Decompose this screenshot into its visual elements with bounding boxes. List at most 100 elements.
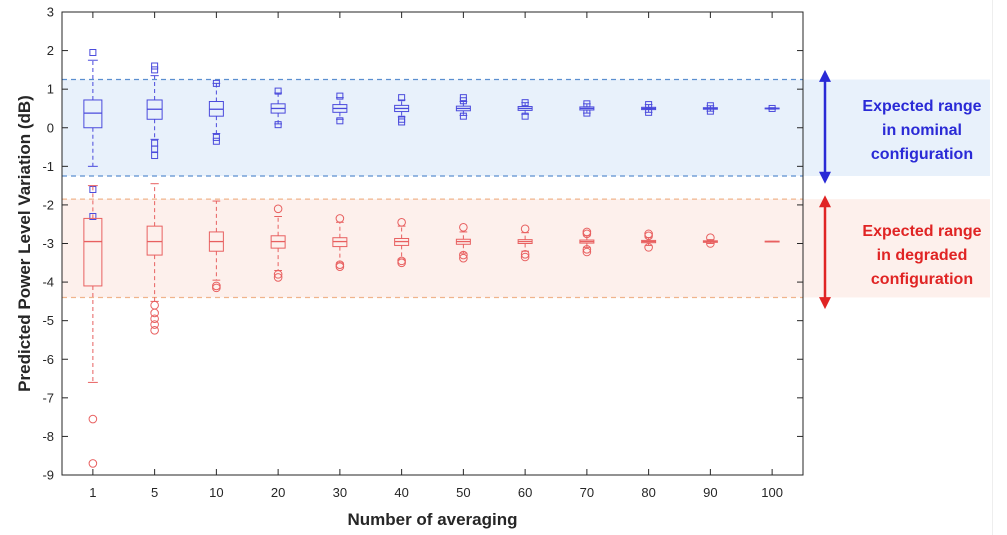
outlier-marker	[274, 87, 282, 95]
x-tick-label: 40	[394, 485, 408, 500]
x-axis-title: Number of averaging	[347, 510, 517, 529]
outlier-marker	[706, 233, 715, 243]
outlier-marker	[150, 308, 159, 318]
range-band	[62, 199, 990, 298]
outlier-marker	[768, 104, 776, 112]
outlier-marker	[212, 137, 220, 145]
outlier-marker	[88, 414, 98, 424]
y-tick-label: -7	[42, 390, 54, 405]
box	[702, 233, 718, 248]
outlier-marker	[397, 217, 406, 227]
outlier-marker	[644, 231, 653, 241]
outlier-marker	[212, 283, 221, 293]
outlier-marker	[335, 214, 345, 223]
box	[83, 185, 103, 468]
outlier-marker	[582, 247, 592, 257]
box	[455, 222, 471, 263]
outlier-marker	[583, 100, 591, 108]
y-tick-label: -2	[42, 197, 54, 212]
y-tick-label: -9	[42, 468, 54, 483]
x-tick-label: 1	[89, 485, 96, 500]
box	[579, 227, 595, 257]
x-tick-label: 10	[209, 485, 223, 500]
outlier-marker	[459, 253, 468, 263]
annotation-text: in degraded	[877, 247, 968, 264]
outlier-marker	[336, 92, 344, 100]
outlier-marker	[335, 262, 345, 271]
box	[394, 217, 410, 268]
y-tick-label: -8	[42, 429, 54, 444]
box	[208, 200, 224, 293]
outlier-marker	[398, 94, 406, 102]
arrow-head-up	[819, 69, 831, 82]
outlier-marker	[645, 108, 653, 116]
arrow-head-up	[819, 195, 831, 208]
y-tick-label: 3	[47, 5, 54, 20]
y-tick-label: 0	[47, 120, 54, 135]
outlier-marker	[706, 107, 714, 115]
outlier-marker	[212, 133, 220, 141]
outlier-marker	[459, 250, 468, 260]
outlier-marker	[151, 145, 159, 153]
box	[455, 94, 471, 120]
outlier-marker	[459, 112, 467, 120]
outlier-marker	[212, 79, 220, 87]
x-tick-label: 30	[333, 485, 347, 500]
outlier-marker	[151, 62, 159, 70]
box	[208, 79, 224, 145]
outlier-marker	[398, 118, 406, 126]
outlier-marker	[150, 314, 159, 324]
outlier-marker	[520, 250, 530, 259]
outlier-marker	[582, 244, 592, 254]
y-tick-label: -3	[42, 236, 54, 251]
box-series	[83, 183, 780, 468]
y-tick-label: -1	[42, 159, 54, 174]
outlier-marker	[88, 459, 98, 468]
box-series	[83, 49, 780, 220]
box	[702, 102, 718, 115]
outlier-marker	[459, 222, 468, 232]
outlier-marker	[89, 49, 97, 57]
y-axis-title: Predicted Power Level Variation (dB)	[15, 95, 34, 392]
outlier-marker	[151, 66, 159, 74]
box	[579, 100, 595, 117]
outlier-marker	[273, 204, 283, 214]
x-tick-label: 100	[761, 485, 783, 500]
outlier-marker	[645, 101, 653, 109]
box	[764, 240, 780, 243]
outlier-marker	[336, 117, 344, 125]
box	[764, 104, 780, 112]
annotation-text: in nominal	[882, 122, 962, 139]
outlier-marker	[521, 112, 529, 120]
box	[641, 101, 657, 116]
x-tick-label: 50	[456, 485, 470, 500]
annotation-text: configuration	[871, 146, 973, 163]
outlier-marker	[150, 320, 159, 329]
outlier-marker	[582, 229, 592, 239]
range-arrow	[819, 69, 831, 184]
outlier-marker	[150, 300, 159, 310]
box	[641, 229, 657, 252]
outlier-marker	[706, 239, 715, 248]
y-tick-label: 1	[47, 82, 54, 97]
arrow-head-down	[819, 171, 831, 184]
range-arrow	[819, 195, 831, 310]
outlier-marker	[273, 273, 283, 282]
y-tick-label: 2	[47, 43, 54, 58]
box-iqr	[83, 99, 103, 129]
box	[517, 99, 533, 120]
x-tick-label: 80	[641, 485, 655, 500]
outlier-marker	[521, 99, 529, 107]
y-tick-label: -5	[42, 313, 54, 328]
box	[146, 62, 163, 160]
annotation-text: Expected range	[862, 223, 981, 240]
outlier-marker	[459, 97, 467, 105]
outlier-marker	[89, 212, 97, 220]
box	[517, 224, 533, 262]
x-tick-label: 90	[703, 485, 717, 500]
outlier-marker	[397, 258, 406, 268]
x-tick-label: 60	[518, 485, 532, 500]
right-separator	[992, 0, 993, 535]
outlier-marker	[274, 121, 282, 129]
